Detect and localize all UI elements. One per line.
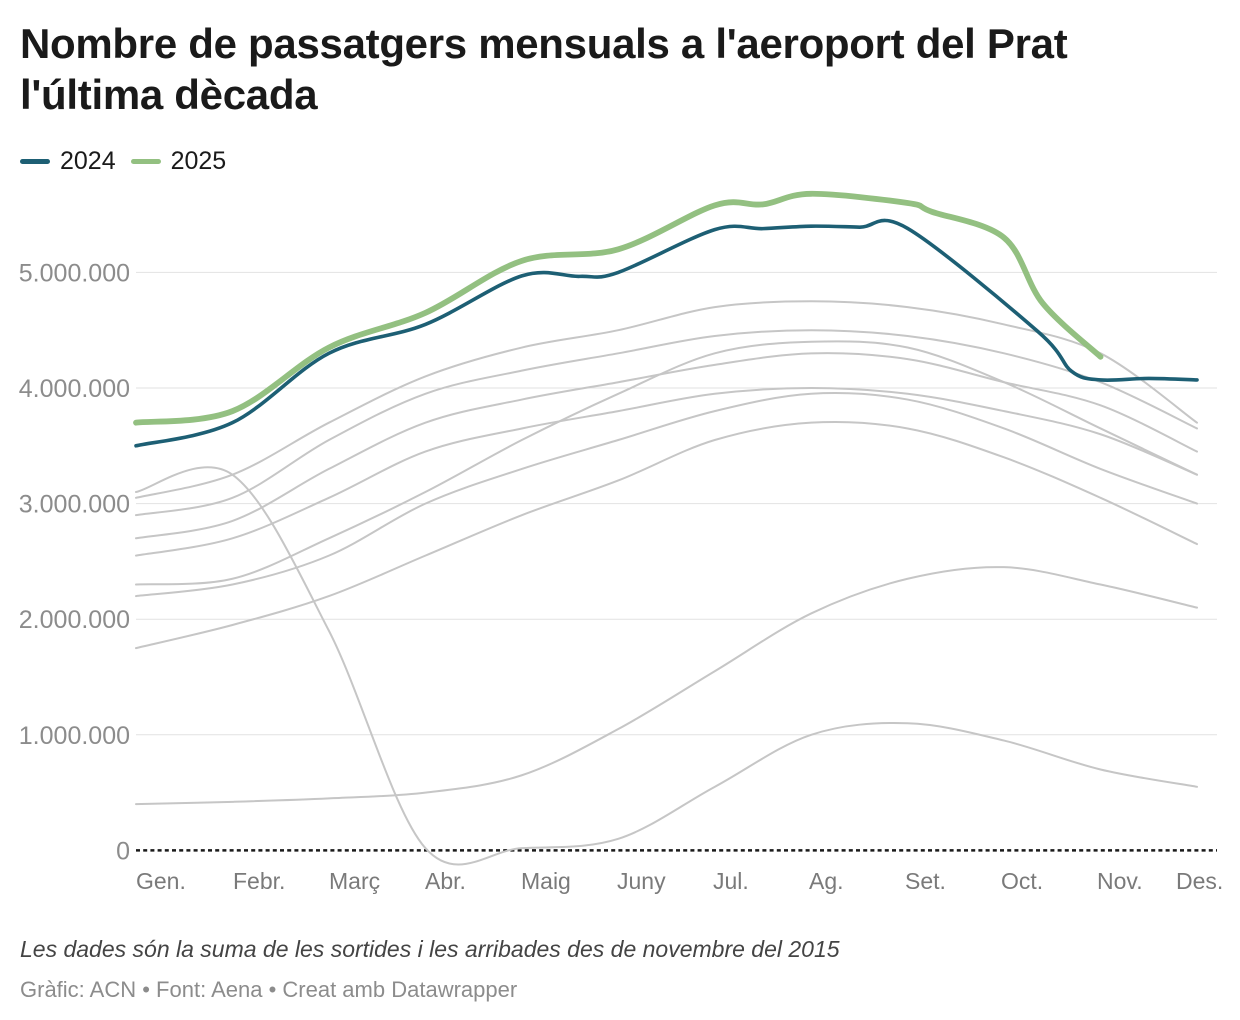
svg-text:Abr.: Abr. bbox=[425, 868, 466, 894]
svg-text:3.000.000: 3.000.000 bbox=[19, 491, 130, 519]
svg-text:Març: Març bbox=[329, 868, 380, 894]
svg-text:Jul.: Jul. bbox=[713, 868, 749, 894]
svg-text:5.000.000: 5.000.000 bbox=[19, 259, 130, 287]
svg-text:Ag.: Ag. bbox=[809, 868, 844, 894]
svg-text:Nov.: Nov. bbox=[1097, 868, 1143, 894]
svg-text:1.000.000: 1.000.000 bbox=[19, 722, 130, 750]
svg-text:2.000.000: 2.000.000 bbox=[19, 606, 130, 634]
svg-text:Maig: Maig bbox=[521, 868, 571, 894]
svg-text:Febr.: Febr. bbox=[233, 868, 285, 894]
svg-text:Set.: Set. bbox=[905, 868, 946, 894]
svg-text:Oct.: Oct. bbox=[1001, 868, 1043, 894]
svg-text:Juny: Juny bbox=[617, 868, 666, 894]
svg-text:Des.: Des. bbox=[1176, 868, 1223, 894]
svg-text:Gen.: Gen. bbox=[136, 868, 186, 894]
svg-text:0: 0 bbox=[116, 837, 130, 865]
svg-text:4.000.000: 4.000.000 bbox=[19, 375, 130, 403]
